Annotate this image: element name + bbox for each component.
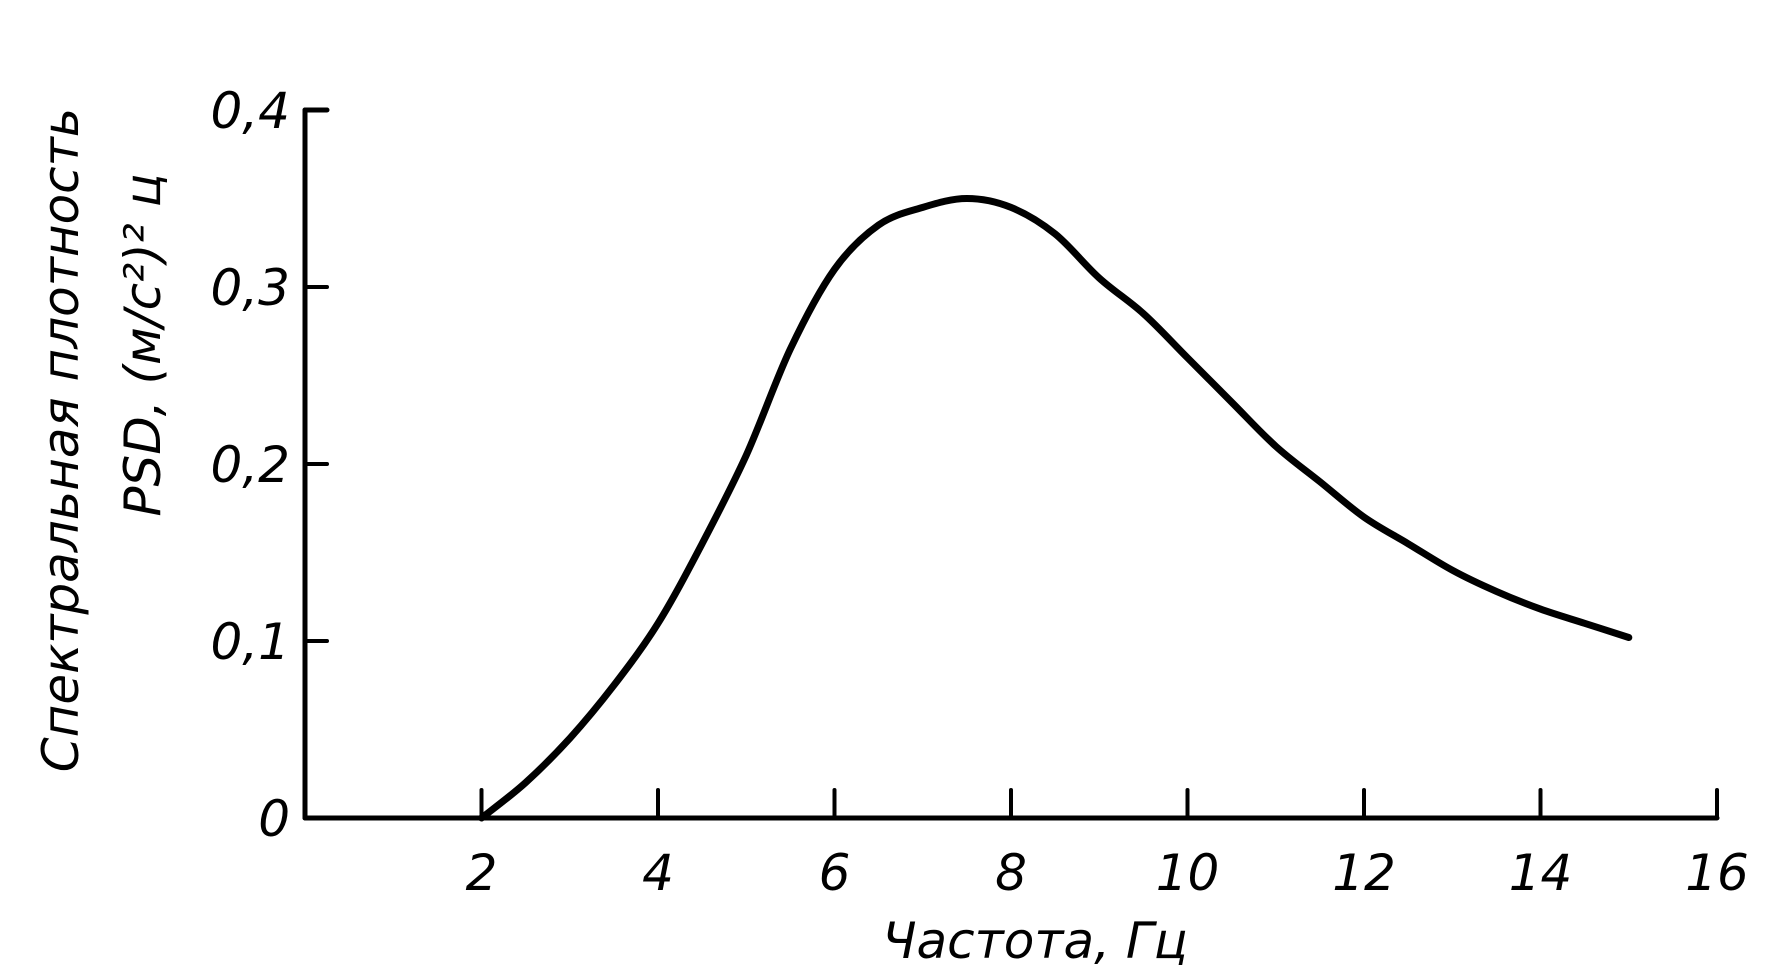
y-tick-label: 0,3 — [210, 259, 290, 317]
chart-series — [478, 195, 1633, 822]
x-tick-label: 10 — [1156, 844, 1220, 902]
y-tick-label: 0,2 — [210, 436, 290, 494]
y-axis-ticks: 0 0,1 0,2 0,3 0,4 — [210, 82, 329, 848]
y-tick-label: 0,1 — [210, 613, 290, 671]
chart-axes — [302, 107, 1720, 821]
x-tick-label: 4 — [642, 844, 674, 902]
x-axis-ticks: 2 4 6 8 10 12 14 16 — [466, 788, 1749, 902]
y-axis-title-line2: PSD, (м/с²)² ц — [114, 173, 172, 516]
psd-curve — [478, 195, 1633, 822]
x-tick-label: 16 — [1685, 844, 1749, 902]
y-tick-label: 0 — [258, 790, 290, 848]
x-tick-label: 2 — [466, 844, 498, 902]
y-tick-label: 0,4 — [210, 82, 290, 140]
x-tick-label: 14 — [1509, 844, 1573, 902]
y-axis-title-line1: Спектральная плотность — [32, 108, 90, 773]
x-tick-label: 6 — [819, 844, 851, 902]
x-tick-label: 12 — [1332, 844, 1396, 902]
x-tick-label: 8 — [995, 844, 1027, 902]
x-axis-title: Частота, Гц — [882, 912, 1188, 970]
